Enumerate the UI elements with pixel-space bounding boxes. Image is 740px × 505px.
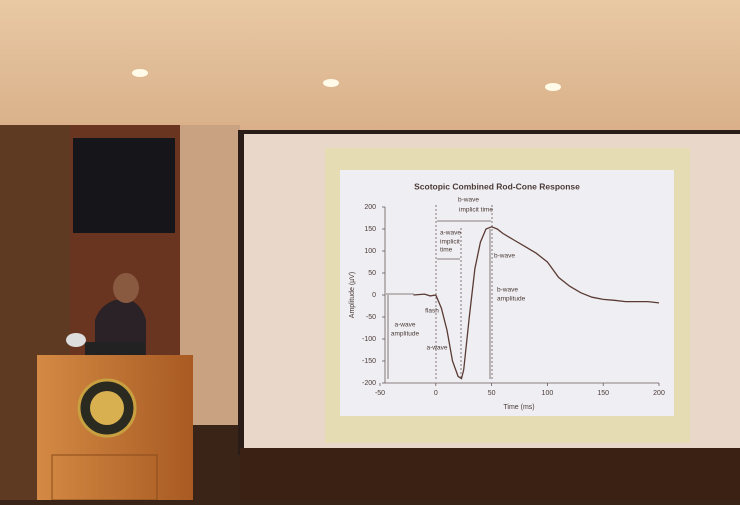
y-tick-label: 150 — [364, 226, 376, 233]
laptop — [85, 342, 145, 356]
annotation: a-wave — [395, 322, 416, 329]
x-tick-label: 200 — [653, 390, 665, 397]
camera — [66, 333, 86, 347]
slide-plot-area — [340, 170, 674, 416]
x-axis-label: Time (ms) — [503, 404, 534, 411]
annotation-guides — [386, 205, 493, 380]
annotation: amplitude — [391, 331, 420, 338]
annotation: b-wave — [497, 287, 518, 294]
y-tick-label: 200 — [364, 204, 376, 211]
y-tick-label: -150 — [362, 358, 376, 365]
y-axis-label: Amplitude (µV) — [349, 272, 356, 318]
ceiling-light — [323, 79, 339, 87]
annotation: b-wave — [458, 197, 479, 204]
podium-logo-inner — [90, 391, 124, 425]
annotation: a-wave — [440, 230, 461, 237]
annotation: amplitude — [497, 296, 526, 303]
y-tick-label: -50 — [366, 314, 376, 321]
annotation: time — [440, 247, 453, 254]
chart-title: Scotopic Combined Rod-Cone Response — [414, 181, 580, 191]
annotation: a-wave — [427, 345, 448, 352]
x-tick-label: 150 — [597, 390, 609, 397]
x-tick-label: -50 — [375, 390, 385, 397]
ceiling-light — [132, 69, 148, 77]
x-tick-label: 100 — [542, 390, 554, 397]
y-tick-label: 50 — [368, 270, 376, 277]
ceiling — [0, 0, 740, 130]
speaker-body — [95, 300, 146, 355]
y-tick-label: 100 — [364, 248, 376, 255]
speaker-head — [113, 273, 139, 303]
ceiling-light — [545, 83, 561, 91]
x-tick-label: 0 — [434, 390, 438, 397]
floor-wall — [240, 448, 740, 500]
y-tick-label: -100 — [362, 336, 376, 343]
x-tick-label: 50 — [488, 390, 496, 397]
chart: Scotopic Combined Rod-Cone Response Time … — [349, 181, 665, 411]
annotation: flash — [425, 308, 439, 315]
annotation: implicit — [440, 239, 460, 246]
y-tick-label: 0 — [372, 292, 376, 299]
annotation: implicit time — [459, 207, 493, 214]
speaker — [73, 138, 175, 233]
line-series — [413, 226, 660, 380]
y-tick-label: -200 — [362, 380, 376, 387]
annotation: b-wave — [494, 253, 515, 260]
